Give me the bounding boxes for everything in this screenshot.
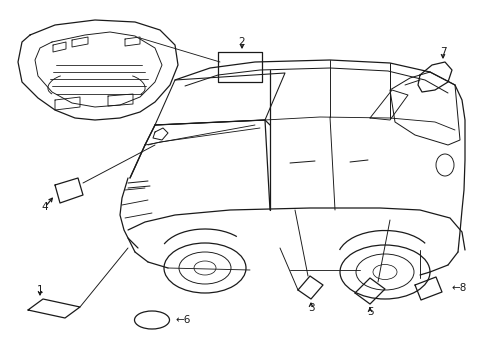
Text: 5: 5 xyxy=(366,307,372,317)
Text: 1: 1 xyxy=(37,285,43,295)
Text: ←6: ←6 xyxy=(175,315,190,325)
Text: 3: 3 xyxy=(307,303,314,313)
Text: 7: 7 xyxy=(439,47,446,57)
Text: 2: 2 xyxy=(238,37,245,47)
Text: ←8: ←8 xyxy=(451,283,467,293)
Text: 4: 4 xyxy=(41,202,48,212)
